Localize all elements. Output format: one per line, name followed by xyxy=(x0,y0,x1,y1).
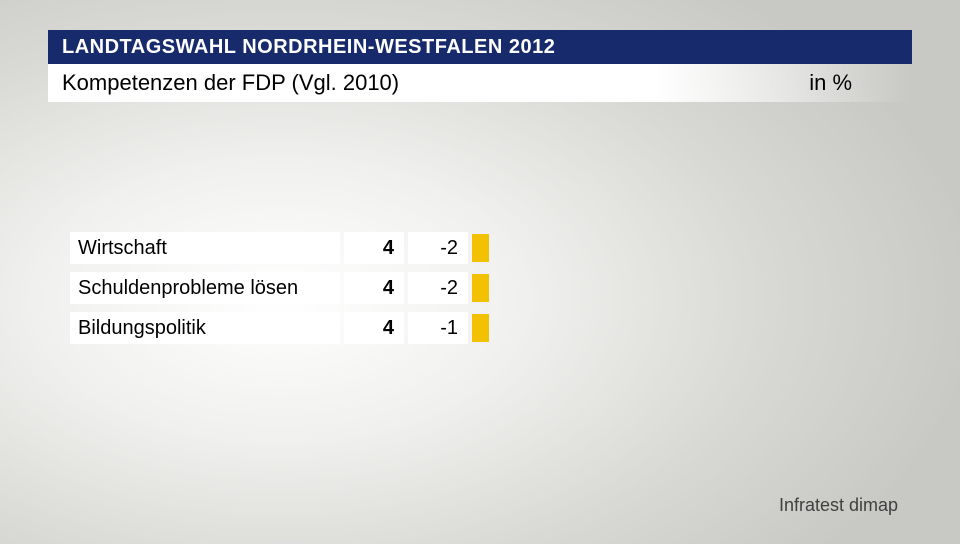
header-title: LANDTAGSWAHL NORDRHEIN-WESTFALEN 2012 xyxy=(62,36,555,59)
row-delta: -2 xyxy=(408,272,468,304)
header-bar: LANDTAGSWAHL NORDRHEIN-WESTFALEN 2012 xyxy=(48,30,912,64)
row-value: 4 xyxy=(344,312,404,344)
bar xyxy=(472,234,489,262)
table-row: Schuldenprobleme lösen 4 -2 xyxy=(70,270,892,306)
subtitle-bar: Kompetenzen der FDP (Vgl. 2010) in % xyxy=(48,64,912,102)
subtitle-text: Kompetenzen der FDP (Vgl. 2010) xyxy=(62,70,399,96)
table-row: Bildungspolitik 4 -1 xyxy=(70,310,892,346)
row-label: Bildungspolitik xyxy=(70,312,340,344)
row-label: Schuldenprobleme lösen xyxy=(70,272,340,304)
data-table: Wirtschaft 4 -2 Schuldenprobleme lösen 4… xyxy=(70,230,892,350)
bar-area xyxy=(472,312,892,344)
table-row: Wirtschaft 4 -2 xyxy=(70,230,892,266)
row-delta: -1 xyxy=(408,312,468,344)
row-value: 4 xyxy=(344,232,404,264)
bar xyxy=(472,314,489,342)
row-label: Wirtschaft xyxy=(70,232,340,264)
unit-label: in % xyxy=(809,70,852,96)
bar-area xyxy=(472,232,892,264)
row-value: 4 xyxy=(344,272,404,304)
bar-area xyxy=(472,272,892,304)
row-delta: -2 xyxy=(408,232,468,264)
source-label: Infratest dimap xyxy=(779,495,898,516)
bar xyxy=(472,274,489,302)
